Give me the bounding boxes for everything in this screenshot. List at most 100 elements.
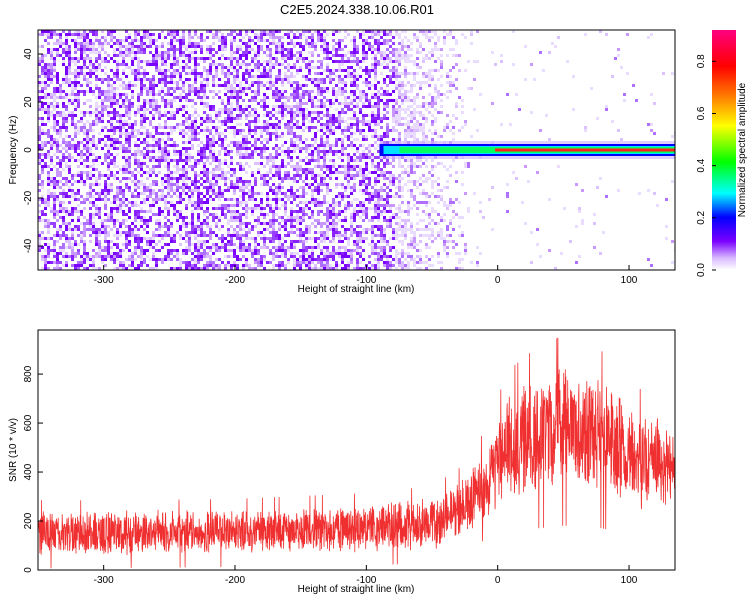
spectrogram-cell — [56, 105, 59, 108]
spectrogram-cell — [185, 99, 188, 102]
spectrogram-cell — [164, 132, 167, 135]
spectrogram-cell — [296, 123, 299, 126]
spectrogram-cell — [56, 171, 59, 174]
spectrogram-cell — [176, 30, 179, 33]
spectrogram-cell — [227, 75, 230, 78]
spectrogram-cell — [251, 198, 254, 201]
spectrogram-cell — [44, 30, 47, 33]
spectrogram-cell — [89, 114, 92, 117]
spectrogram-cell — [125, 234, 128, 237]
spectrogram-cell — [359, 252, 362, 255]
spectrogram-cell — [98, 177, 101, 180]
spectrogram-cell — [332, 159, 335, 162]
spectrogram-cell — [203, 234, 206, 237]
spectrogram-cell — [56, 198, 59, 201]
spectrogram-cell — [164, 120, 167, 123]
spectrogram-cell — [188, 39, 191, 42]
spectrogram-cell — [125, 96, 128, 99]
spectrogram-cell — [353, 249, 356, 252]
spectrogram-cell — [323, 231, 326, 234]
spectrogram-cell — [314, 198, 317, 201]
spectrogram-cell — [65, 45, 68, 48]
spectrogram-cell — [308, 153, 311, 156]
spectrogram-cell — [341, 234, 344, 237]
spectrogram-cell — [173, 150, 176, 153]
spectrogram-cell — [278, 153, 281, 156]
spectrogram-cell — [299, 249, 302, 252]
spectrogram-cell — [149, 132, 152, 135]
spectrogram-cell — [320, 183, 323, 186]
spectrogram-cell — [347, 108, 350, 111]
spectrogram-cell — [287, 150, 290, 153]
spectrogram-cell — [227, 120, 230, 123]
spectrogram-cell — [350, 39, 353, 42]
spectrogram-cell — [254, 150, 257, 153]
spectrogram-cell — [158, 123, 161, 126]
spectrogram-cell — [170, 93, 173, 96]
spectrogram-cell — [278, 264, 281, 267]
spectrogram-cell — [227, 207, 230, 210]
spectrogram-cell — [242, 228, 245, 231]
spectrogram-cell — [224, 249, 227, 252]
spectrogram-cell — [50, 261, 53, 264]
spectrogram-cell — [200, 177, 203, 180]
spectrogram-cell — [269, 186, 272, 189]
spectrogram-cell — [74, 93, 77, 96]
spectrogram-cell — [230, 255, 233, 258]
spectrogram-cell — [344, 102, 347, 105]
spectrogram-cell — [116, 192, 119, 195]
spectrogram-cell — [305, 192, 308, 195]
spectrogram-cell — [254, 225, 257, 228]
spectrogram-cell — [119, 207, 122, 210]
spectrogram-cell — [194, 162, 197, 165]
spectrogram-cell — [341, 165, 344, 168]
spectrogram-cell — [116, 237, 119, 240]
spectrogram-cell — [362, 213, 365, 216]
spectrogram-cell — [143, 141, 146, 144]
spectrogram-cell — [119, 147, 122, 150]
spectrogram-cell — [284, 75, 287, 78]
spectrogram-cell — [209, 231, 212, 234]
spectrogram-cell — [311, 96, 314, 99]
spectrogram-cell — [194, 165, 197, 168]
spectrogram-cell — [134, 249, 137, 252]
spectrogram-cell — [209, 171, 212, 174]
spectrogram-cell — [131, 39, 134, 42]
spectrogram-cell — [89, 219, 92, 222]
spectrogram-cell — [320, 249, 323, 252]
spectrogram-cell — [128, 123, 131, 126]
spectrogram-cell — [53, 123, 56, 126]
spectrogram-cell — [179, 48, 182, 51]
spectrogram-cell — [242, 195, 245, 198]
spectrogram-cell — [59, 96, 62, 99]
spectrogram-cell — [50, 147, 53, 150]
spectrogram-cell — [68, 135, 71, 138]
spectrogram-cell — [347, 201, 350, 204]
spectrogram-cell — [86, 138, 89, 141]
spectrogram-cell — [164, 150, 167, 153]
spectrogram-cell — [287, 189, 290, 192]
spectrogram-cell — [206, 261, 209, 264]
spectrogram-cell — [203, 66, 206, 69]
spectrogram-cell — [146, 45, 149, 48]
spectrogram-cell — [44, 204, 47, 207]
spectrogram-cell — [143, 84, 146, 87]
spectrogram-cell — [332, 132, 335, 135]
spectrogram-cell — [125, 168, 128, 171]
spectrogram-cell — [332, 171, 335, 174]
spectrogram-cell — [200, 57, 203, 60]
spectrogram-cell — [80, 162, 83, 165]
spectrogram-cell — [131, 63, 134, 66]
spectrogram-cell — [89, 222, 92, 225]
spectrogram-cell — [221, 225, 224, 228]
spectrogram-cell — [149, 246, 152, 249]
spectrogram-cell — [41, 123, 44, 126]
spectrogram-cell — [299, 108, 302, 111]
spectrogram-cell — [128, 117, 131, 120]
spectrogram-cell — [92, 120, 95, 123]
spectrogram-cell — [74, 69, 77, 72]
spectrogram-cell — [47, 132, 50, 135]
spectrogram-cell — [290, 129, 293, 132]
spectrogram-cell — [227, 261, 230, 264]
spectrogram-cell — [71, 144, 74, 147]
